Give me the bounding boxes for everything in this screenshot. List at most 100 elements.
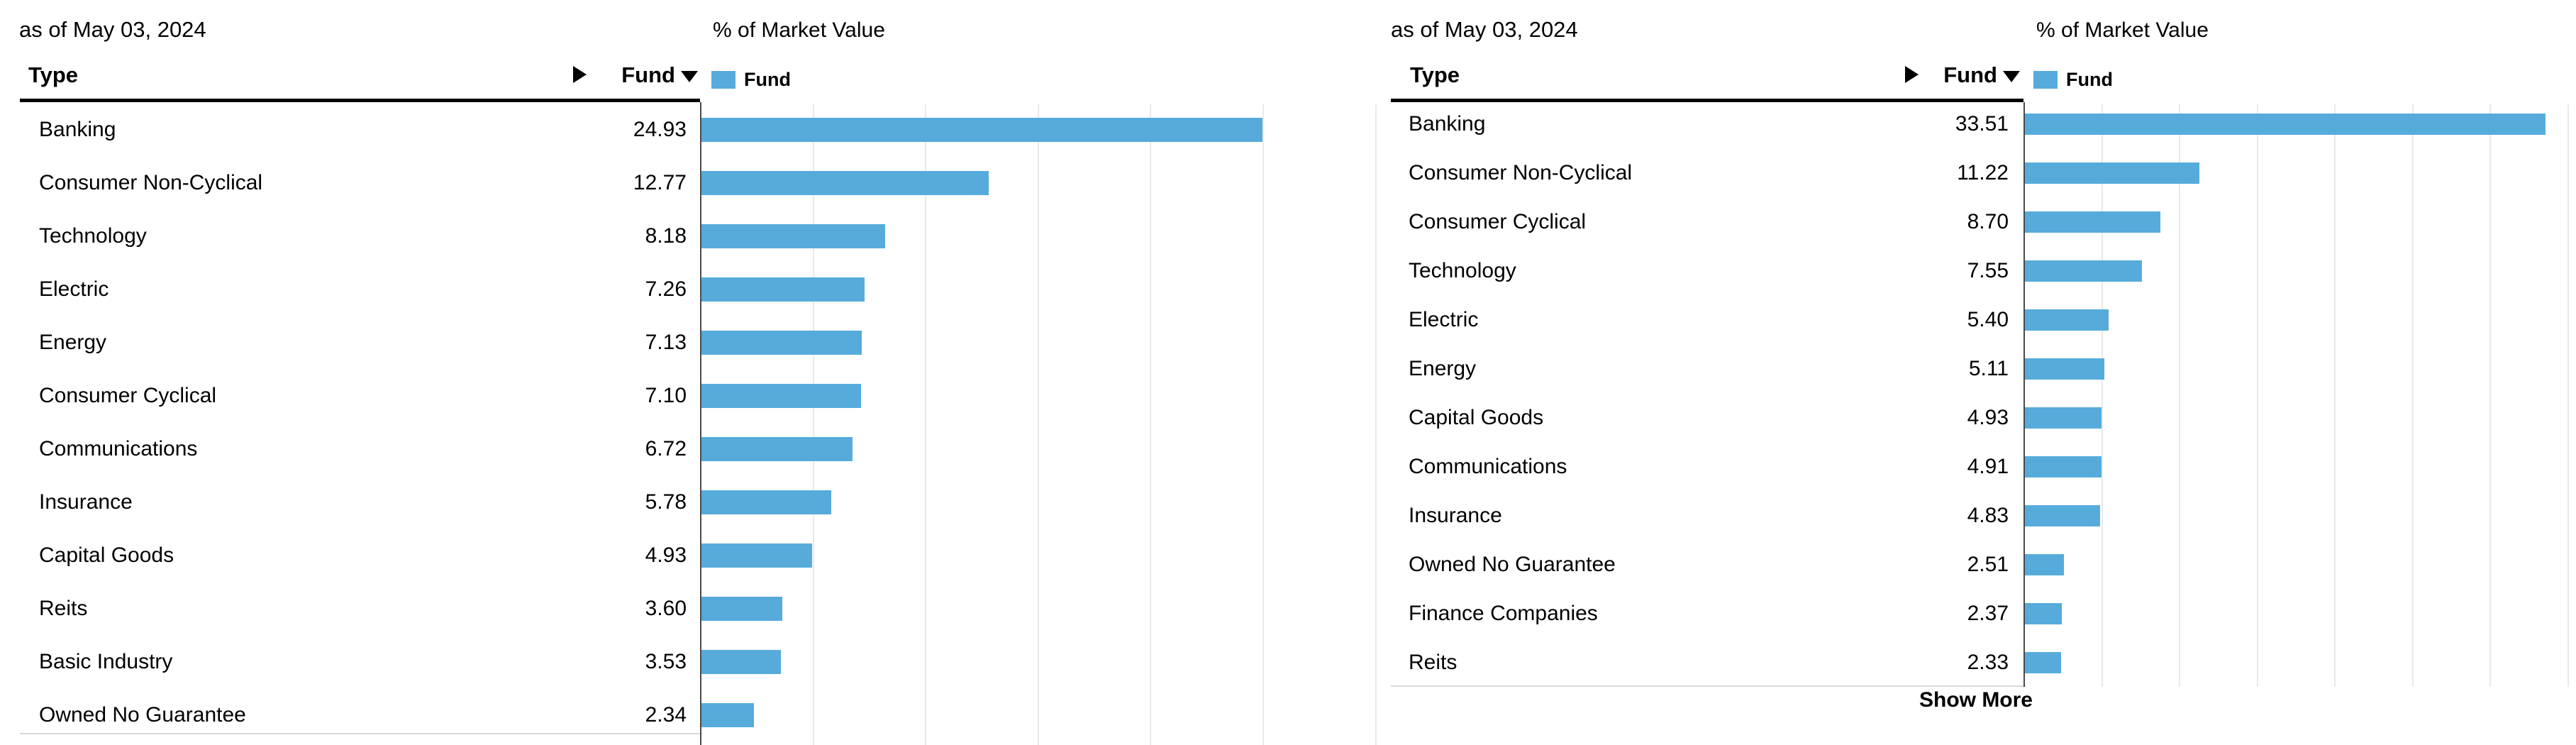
chart-y-axis — [700, 102, 701, 745]
table-bottom-rule — [1391, 685, 2026, 687]
row-type-label: Owned No Guarantee — [39, 702, 246, 727]
chart-gridline — [1262, 104, 1264, 745]
fund-column-header[interactable]: Fund — [528, 62, 698, 88]
show-more-button[interactable]: Show More — [1919, 688, 2033, 712]
expand-column-arrow-icon[interactable] — [1905, 66, 1919, 83]
chart-title: % of Market Value — [2036, 18, 2209, 42]
row-type-label: Consumer Non-Cyclical — [1409, 160, 1633, 184]
legend-fund-label: Fund — [744, 68, 791, 90]
fund-bar — [2025, 211, 2160, 233]
chart-gridline — [1150, 104, 1152, 745]
row-fund-value: 5.11 — [1968, 356, 2009, 380]
table-row: Basic Industry 3.53 — [0, 635, 700, 688]
legend-fund-swatch — [711, 70, 735, 89]
table-row: Insurance 5.78 — [0, 475, 700, 529]
row-type-label: Owned No Guarantee — [1409, 552, 1616, 576]
fund-bar — [701, 277, 865, 302]
fund-bar — [701, 170, 989, 195]
fund-bar — [701, 649, 781, 674]
legend[interactable]: Fund — [711, 68, 791, 90]
table-row: Consumer Cyclical 7.10 — [0, 369, 700, 422]
row-fund-value: 24.93 — [633, 117, 687, 141]
table-row: Electric 5.40 — [1383, 295, 2023, 344]
chart-gridline — [2411, 104, 2414, 687]
type-column-header[interactable]: Type — [1410, 62, 1460, 87]
table-row: Consumer Non-Cyclical 11.22 — [1383, 148, 2023, 197]
table-row: Reits 3.60 — [0, 582, 700, 635]
row-type-label: Communications — [1409, 454, 1567, 478]
row-fund-value: 3.60 — [645, 596, 687, 620]
row-fund-value: 8.18 — [645, 224, 687, 248]
legend[interactable]: Fund — [2033, 68, 2113, 90]
table-row: Electric 7.26 — [0, 263, 700, 316]
table-row: Finance Companies 2.37 — [1383, 589, 2023, 638]
row-fund-value: 2.37 — [1967, 601, 2009, 625]
table-row: Energy 5.11 — [1383, 344, 2023, 393]
table-row: Communications 6.72 — [0, 422, 700, 475]
fund-bar — [2025, 407, 2102, 429]
row-fund-value: 4.93 — [645, 543, 687, 567]
row-type-label: Banking — [39, 117, 116, 141]
row-fund-value: 12.77 — [633, 170, 687, 194]
row-type-label: Electric — [1409, 307, 1479, 331]
chart-gridline — [925, 104, 927, 745]
as-of-date: as of May 03, 2024 — [1391, 17, 1578, 42]
type-column-header[interactable]: Type — [28, 62, 79, 87]
fund-bar — [2025, 113, 2546, 135]
fund-bar — [2025, 504, 2100, 526]
fund-bar — [701, 543, 813, 568]
table-row: Reits 2.33 — [1383, 638, 2023, 687]
row-fund-value: 7.26 — [645, 277, 687, 301]
row-fund-value: 7.10 — [645, 383, 687, 407]
fund-column-header[interactable]: Fund — [1850, 62, 2020, 88]
row-type-label: Insurance — [39, 490, 133, 514]
expand-column-arrow-icon[interactable] — [573, 66, 587, 83]
row-fund-value: 5.40 — [1967, 307, 2009, 331]
row-fund-value: 2.34 — [645, 702, 687, 727]
chart-gridline — [2256, 104, 2258, 687]
row-fund-value: 5.78 — [645, 490, 687, 514]
chart-gridline — [2101, 104, 2103, 687]
row-type-label: Reits — [1409, 650, 1458, 674]
legend-fund-label: Fund — [2066, 68, 2113, 90]
header-rule — [1391, 99, 2023, 102]
row-fund-value: 6.72 — [645, 436, 687, 460]
chart-gridline — [812, 104, 814, 745]
row-fund-value: 11.22 — [1957, 160, 2009, 184]
chart-title: % of Market Value — [713, 18, 885, 42]
fund-bar — [2025, 456, 2102, 478]
fund-bar — [2025, 162, 2199, 184]
table-row: Energy 7.13 — [0, 316, 700, 369]
row-fund-value: 4.83 — [1967, 503, 2009, 527]
fund-bar — [2025, 553, 2064, 575]
table-row: Banking 33.51 — [1383, 99, 2023, 148]
table-row: Technology 7.55 — [1383, 246, 2023, 295]
fund-bar — [2025, 260, 2143, 282]
row-type-label: Insurance — [1409, 503, 1502, 527]
table-row: Communications 4.91 — [1383, 442, 2023, 491]
chart-gridline — [1037, 104, 1039, 745]
fund-bar — [701, 490, 832, 514]
row-type-label: Basic Industry — [39, 649, 173, 673]
table-bottom-rule — [20, 733, 702, 734]
row-type-label: Finance Companies — [1409, 601, 1598, 625]
legend-fund-swatch — [2033, 70, 2058, 89]
chart-gridline — [2179, 104, 2180, 687]
chart-gridline — [2334, 104, 2336, 687]
table-row: Consumer Non-Cyclical 12.77 — [0, 156, 700, 209]
sort-descending-icon — [2003, 71, 2020, 82]
fund-bar — [701, 224, 886, 248]
row-fund-value: 2.51 — [1967, 552, 2009, 576]
fund-sector-panel-left: as of May 03, 2024 % of Market Value Typ… — [0, 17, 1377, 745]
fund-sector-panel-right: as of May 03, 2024 % of Market Value Typ… — [1383, 0, 2576, 745]
row-type-label: Reits — [39, 596, 88, 620]
row-fund-value: 7.55 — [1967, 258, 2009, 282]
row-type-label: Communications — [39, 436, 198, 460]
table-row: Capital Goods 4.93 — [0, 529, 700, 582]
fund-column-label: Fund — [1943, 62, 1997, 87]
row-type-label: Capital Goods — [39, 543, 174, 567]
row-type-label: Technology — [1409, 258, 1516, 282]
row-type-label: Consumer Non-Cyclical — [39, 170, 263, 194]
row-type-label: Energy — [1409, 356, 1477, 380]
